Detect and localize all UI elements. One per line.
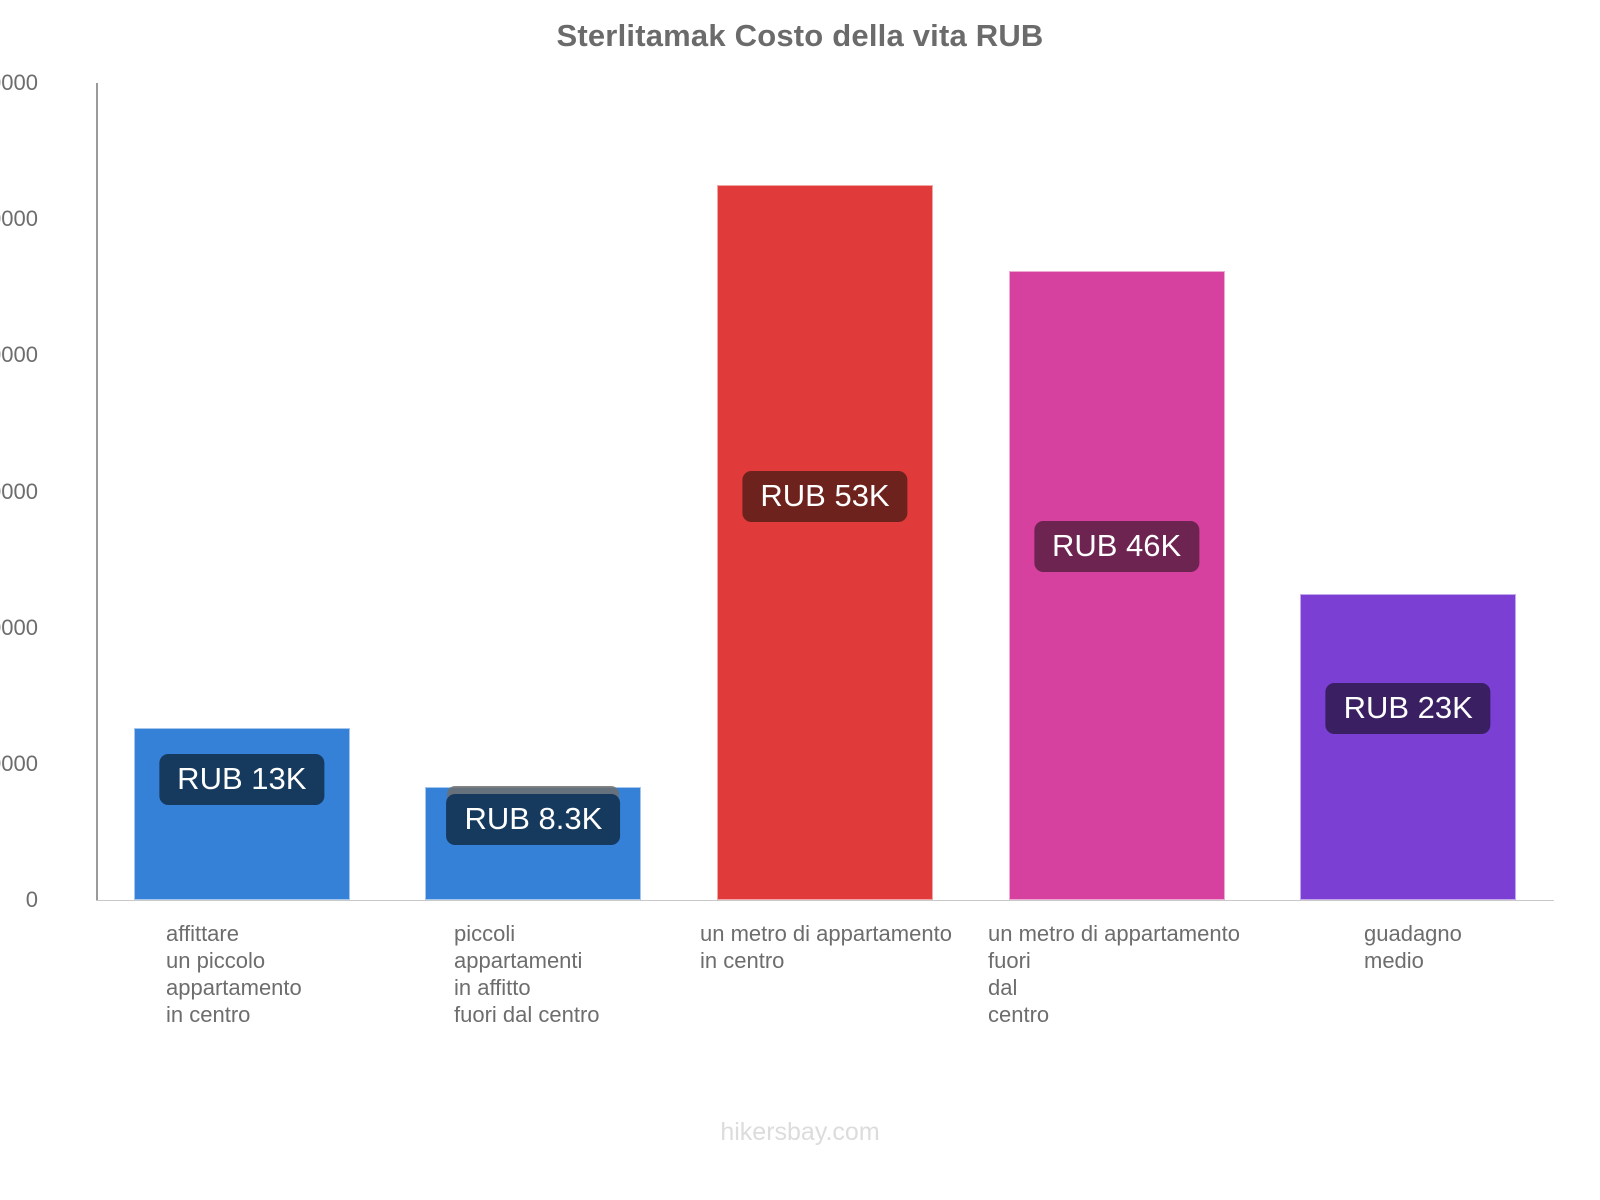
- y-axis-tick-label: 40000: [0, 342, 38, 368]
- x-axis-category-labels: affittare un piccolo appartamento in centro…: [96, 920, 1554, 1070]
- bar-value-label: RUB 8.3K: [446, 793, 621, 845]
- x-axis-category-label: affittare un piccolo appartamento in centro: [166, 920, 302, 1028]
- category-label-line: in centro: [166, 1002, 251, 1027]
- y-axis-tick-label: 0: [25, 887, 38, 912]
- category-label-line: appartamento: [166, 975, 302, 1000]
- category-label-line: piccoli: [454, 921, 516, 946]
- y-axis-tick-label: 10000: [0, 750, 38, 776]
- category-label-line: in affitto: [454, 975, 531, 1000]
- category-label-line: un metro di appartamento: [700, 921, 952, 946]
- bar-slot: RUB 23K: [1300, 83, 1517, 900]
- bar-slot: RUB 46K: [1008, 83, 1225, 900]
- y-axis-tick-label: 50000: [0, 206, 38, 232]
- bar-value-label: RUB 13K: [159, 754, 325, 806]
- x-axis-category-label: guadagno medio: [1364, 920, 1462, 974]
- category-label-line: centro: [988, 1002, 1050, 1027]
- category-label-line: medio: [1364, 948, 1424, 973]
- bar-slot: RUB 8.3K: [425, 83, 642, 900]
- y-axis-tick-label: 60000: [0, 70, 38, 95]
- category-label-line: guadagno: [1364, 921, 1462, 946]
- watermark: hikersbay.com: [720, 1118, 880, 1146]
- category-label-line: un metro di appartamento: [988, 921, 1240, 946]
- x-axis-category-label: un metro di appartamento in centro: [700, 920, 952, 974]
- category-label-line: un piccolo: [166, 948, 266, 973]
- bar[interactable]: [717, 185, 933, 900]
- bar-value-label: RUB 23K: [1325, 682, 1491, 734]
- bar-value-label: RUB 53K: [742, 471, 908, 523]
- bar-value-label: RUB 46K: [1033, 520, 1200, 572]
- category-label-line: fuori: [988, 948, 1031, 973]
- category-label-line: fuori dal centro: [454, 1002, 600, 1027]
- y-axis-tick-label: 20000: [0, 614, 38, 640]
- bar-series: RUB 13K RUB 8.3K RUB 53K RUB 46K RUB 23K: [96, 83, 1554, 900]
- bar[interactable]: [1008, 270, 1225, 900]
- category-label-line: dal: [988, 975, 1018, 1000]
- y-axis-line: [96, 83, 98, 900]
- x-axis-category-label: un metro di appartamento fuori dal centro: [988, 920, 1240, 1028]
- bar-slot: RUB 53K: [717, 83, 933, 900]
- x-axis-category-label: piccoli appartamenti in affitto fuori dal c…: [454, 920, 600, 1028]
- category-label-line: affittare: [166, 921, 239, 946]
- x-axis-line: [96, 900, 1554, 901]
- bar-slot: RUB 13K: [133, 83, 350, 900]
- category-label-line: appartamenti: [454, 948, 583, 973]
- chart-title: Sterlitamak Costo della vita RUB: [556, 18, 1044, 53]
- plot-area: 6000050000400003000020000100000 RUB 13KR…: [0, 70, 1554, 912]
- y-axis-tick-label: 30000: [0, 478, 38, 504]
- bar[interactable]: [1300, 593, 1517, 900]
- category-label-line: in centro: [700, 948, 785, 973]
